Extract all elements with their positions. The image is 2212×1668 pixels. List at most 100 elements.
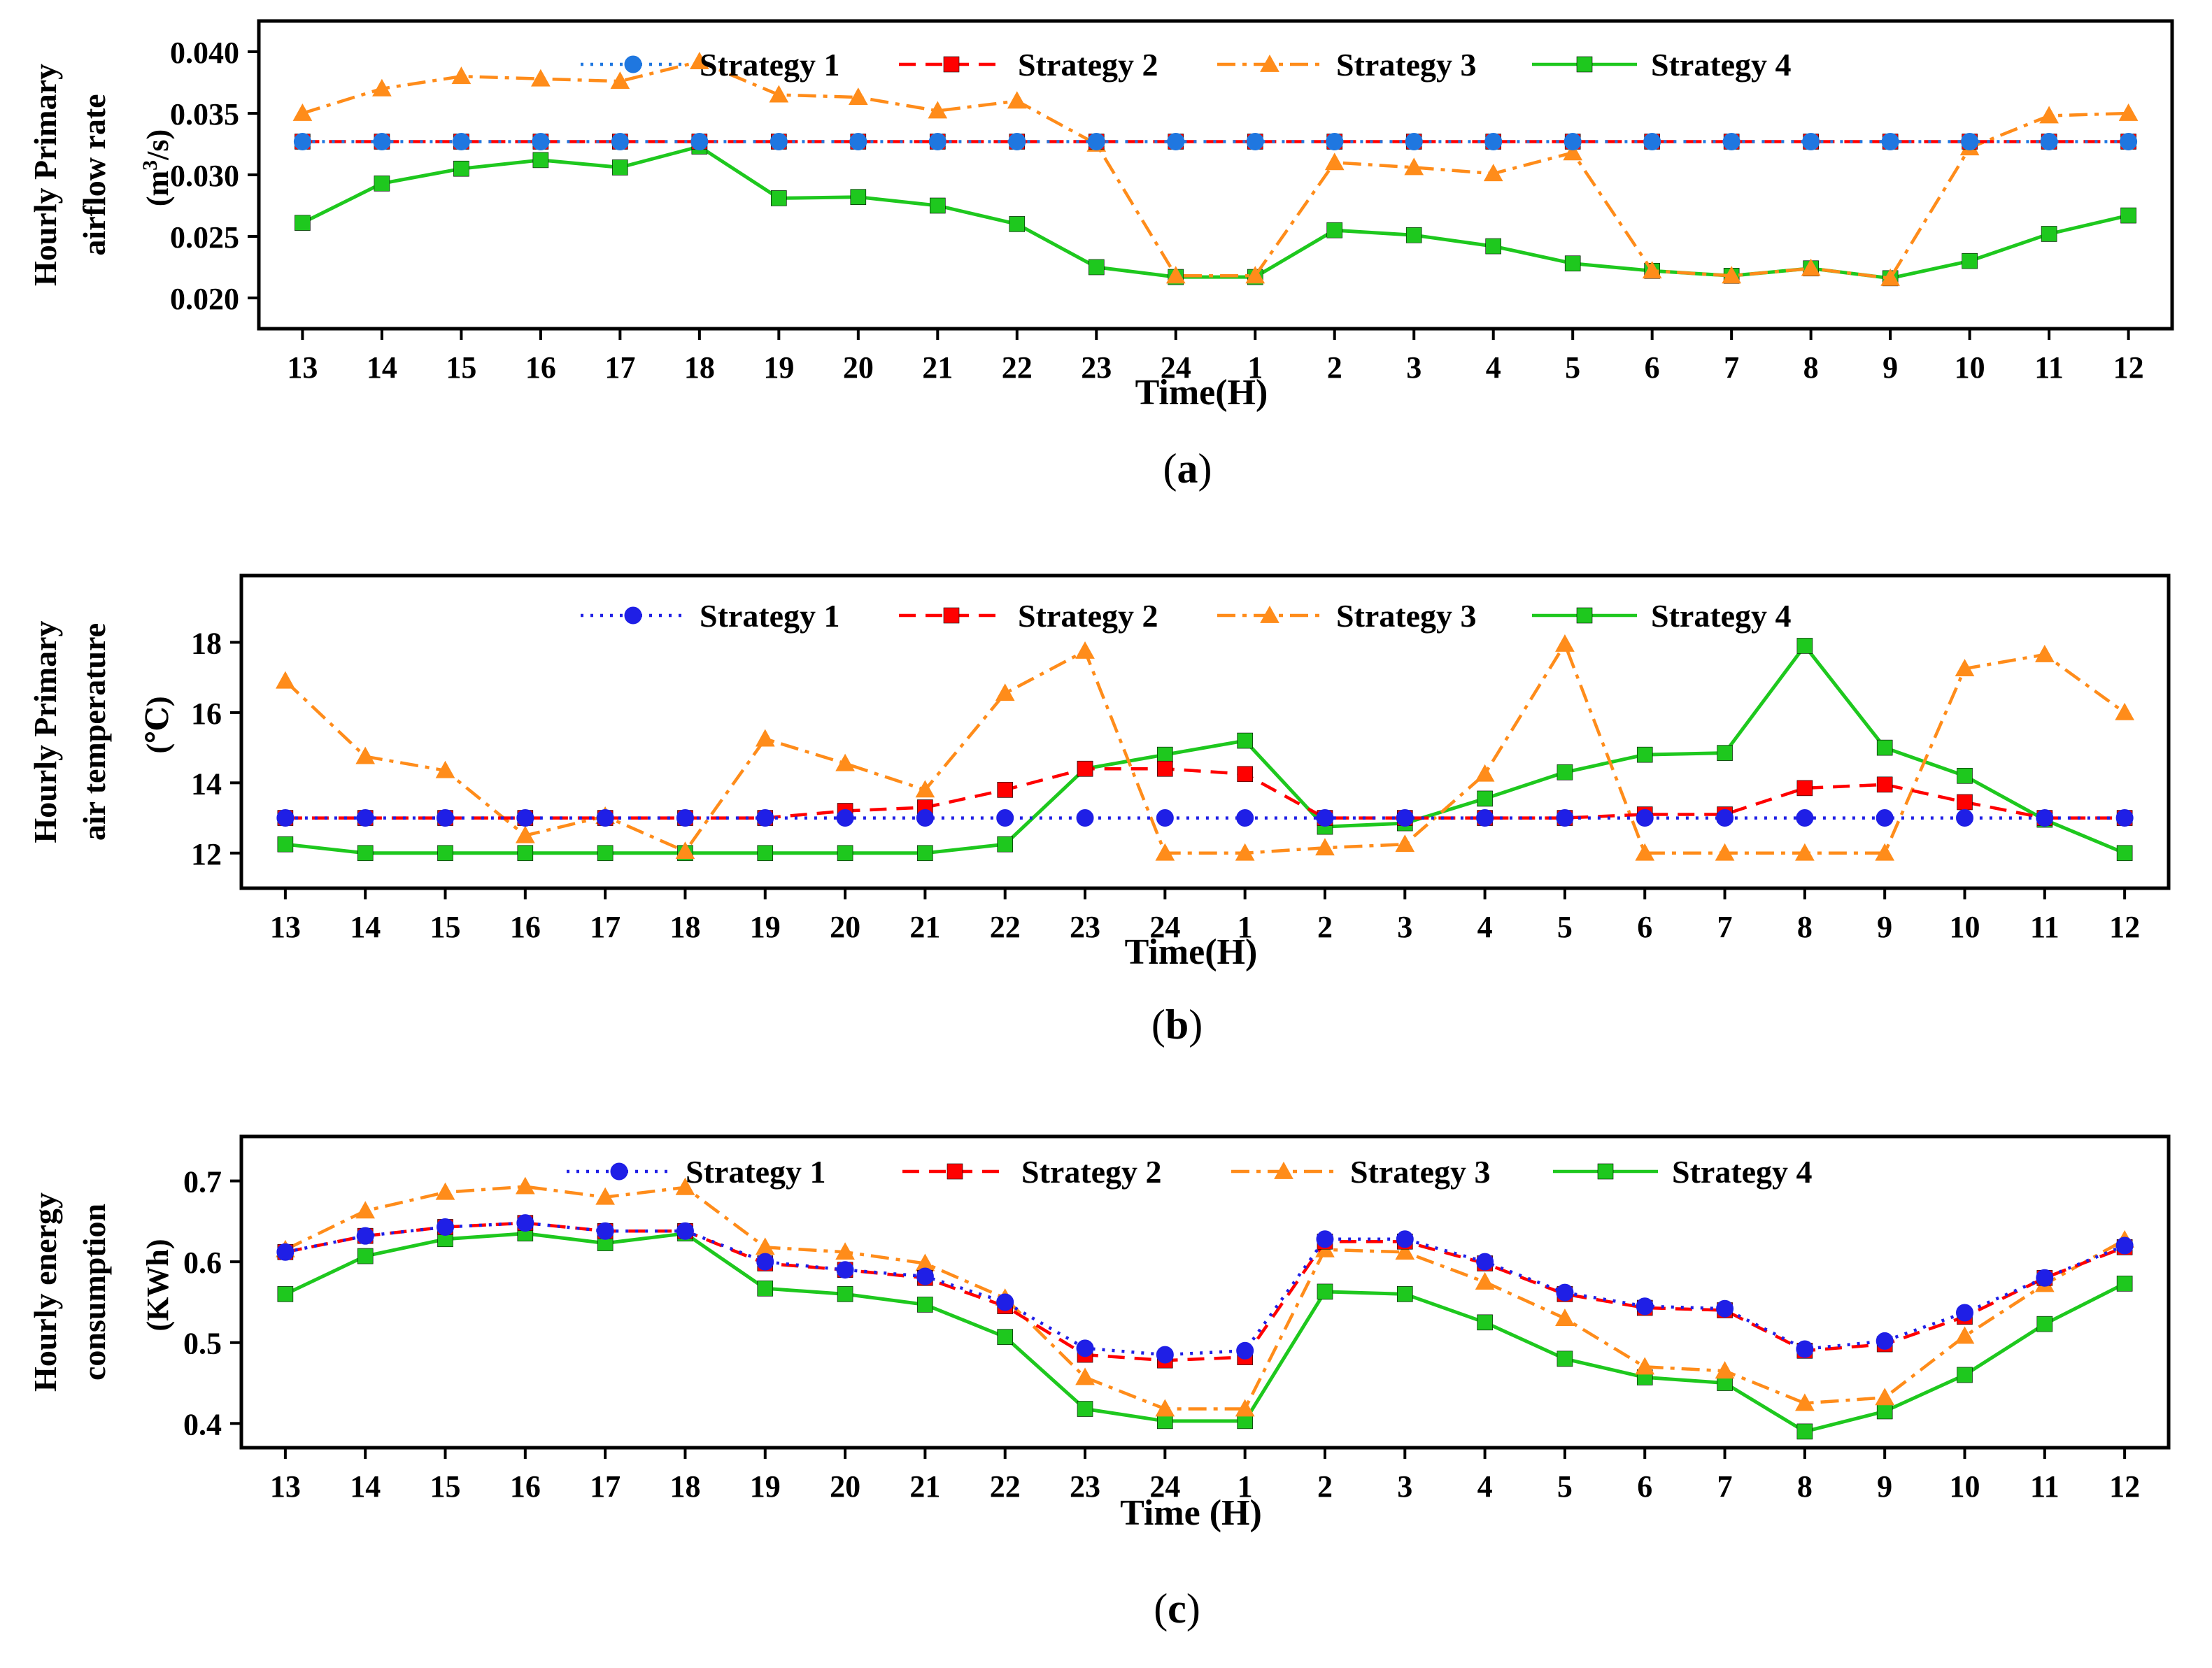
x-axis-label: Time(H) [1135,373,1268,413]
data-point [1088,259,1105,276]
y-tick-label: 0.7 [183,1165,222,1199]
data-point [372,78,392,97]
data-point [916,809,934,827]
data-point [1722,266,1742,284]
data-point [2040,132,2058,150]
data-point [1326,222,1343,238]
y-unit-prefix: (℃) [141,696,175,753]
data-point [435,760,455,778]
legend-item-strategy-1: Strategy 1 [581,598,840,634]
data-point [1157,746,1173,763]
x-tick-label: 3 [1397,910,1412,944]
series-1 [293,132,2138,150]
x-tick-label: 21 [909,910,940,944]
x-tick-label: 15 [430,1469,461,1504]
data-point [756,809,774,827]
x-tick-label: 13 [270,1469,301,1504]
series-line [284,642,2126,855]
data-point [836,809,854,827]
data-point [2039,106,2059,124]
data-point [276,1243,295,1261]
data-point [1881,132,1899,150]
data-point [1477,1314,1493,1331]
x-tick-label: 7 [1724,350,1739,385]
data-point [2118,103,2139,121]
data-point [1236,1341,1254,1360]
x-tick-label: 24 [1149,1469,1180,1504]
data-point [1636,809,1654,827]
x-tick-label: 13 [287,350,318,385]
data-point [2036,1316,2053,1332]
data-point [355,1201,376,1219]
x-tick-label: 5 [1557,1469,1573,1504]
x-tick-label: 9 [1877,1469,1892,1504]
data-point [596,1222,614,1240]
x-tick-label: 17 [590,1469,621,1504]
x-tick-label: 17 [590,910,621,944]
legend-label: Strategy 1 [686,1154,826,1190]
x-tick-label: 10 [1949,1469,1980,1504]
y-axis-label: Hourly Primary air temperature [27,620,112,843]
series-4 [295,138,2136,287]
data-point [1957,767,1973,784]
data-point [2034,644,2055,662]
data-point [2115,809,2134,827]
data-point [930,197,946,214]
x-tick-label: 6 [1637,910,1652,944]
data-point [689,52,709,69]
data-point [2115,1236,2134,1255]
x-tick-label: 19 [750,910,781,944]
y-tick-label: 0.025 [170,220,239,255]
x-tick-label: 20 [830,1469,860,1504]
x-tick-label: 7 [1717,910,1733,944]
panel-label-open: ( [1163,445,1177,492]
series-line [302,59,2129,280]
y-axis-label-line2: air temperature [76,623,112,841]
data-point [1165,266,1186,284]
data-point [1076,809,1094,827]
x-tick-label: 14 [350,1469,381,1504]
data-point [928,101,948,119]
data-point [1167,132,1185,150]
data-point [1396,1286,1413,1302]
data-point [1955,1326,1975,1344]
y-axis-label-line2: consumption [76,1204,112,1381]
data-point [1156,1346,1174,1364]
x-tick-label: 4 [1486,350,1501,385]
x-tick-label: 3 [1406,350,1422,385]
x-tick-label: 21 [922,350,953,385]
x-tick-label: 5 [1557,910,1573,944]
x-tick-label: 7 [1717,1469,1733,1504]
data-point [1235,1399,1255,1417]
data-point [1876,776,1893,793]
data-point [756,1253,774,1271]
data-point [1484,132,1503,150]
data-point [356,809,374,827]
x-tick-label: 15 [446,350,476,385]
x-tick-label: 8 [1797,1469,1813,1504]
x-tick-label: 10 [1949,910,1980,944]
data-point [596,809,614,827]
data-point [917,1297,933,1313]
data-point [1395,834,1415,853]
data-point [1715,843,1735,861]
data-point [1796,1340,1814,1358]
data-point [1076,1339,1094,1357]
x-tick-label: 4 [1477,1469,1493,1504]
legend: Strategy 1 Strategy 2 Strategy 3 Strategy 4 [567,1154,1813,1190]
legend-item-strategy-2: Strategy 2 [899,598,1158,634]
legend-item-strategy-1: Strategy 1 [567,1154,826,1190]
legend-marker [943,56,960,73]
panel-label: (b) [1151,1001,1203,1048]
data-point [1405,227,1422,243]
y-axis-label: Hourly Primary airflow rate [27,64,112,286]
data-point [1563,143,1583,161]
data-point [1157,760,1173,777]
data-point [1237,766,1253,783]
x-tick-label: 19 [763,350,794,385]
data-point [1957,794,1973,811]
x-tick-label: 12 [2109,910,2140,944]
data-point [357,1248,374,1264]
data-point [516,809,534,827]
panel-label-close: ) [1198,445,1212,492]
